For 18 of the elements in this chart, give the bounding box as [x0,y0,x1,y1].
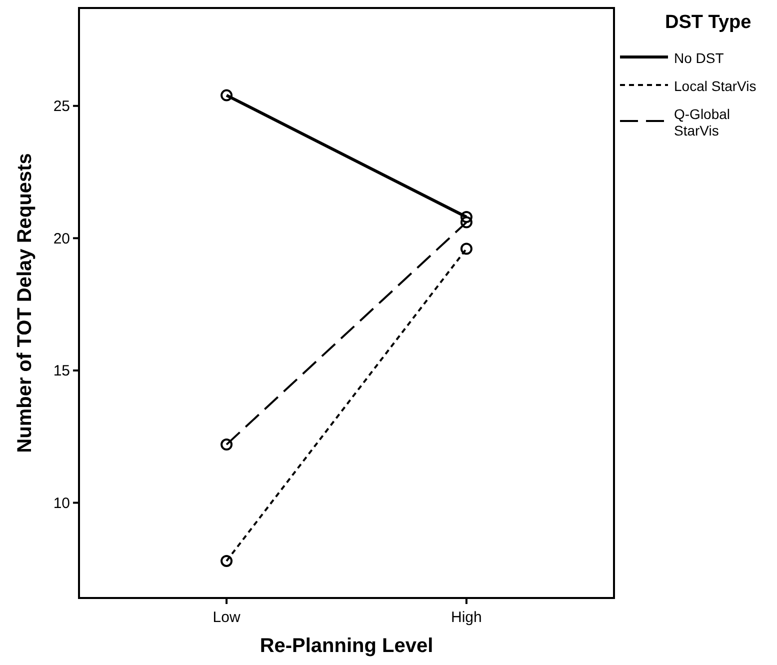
legend-label: Q-Global StarVis [674,106,730,139]
point [220,89,233,102]
y-tick-label: 20 [53,230,70,248]
x-tick-label: High [451,609,482,626]
y-axis-title: Number of TOT Delay Requests [14,153,36,453]
legend-label: No DST [674,50,724,66]
point [460,211,472,224]
legend-title: DST Type [665,12,752,33]
point [460,216,472,228]
point [460,242,472,255]
y-tick-label: 15 [53,362,70,380]
x-tick-label: Low [212,609,240,626]
y-tick-label: 25 [53,98,70,116]
point [220,554,233,567]
point [220,438,233,451]
legend-label: Local StarVis [674,78,756,94]
x-axis-title: Re-Planning Level [260,635,434,657]
y-tick-label: 10 [53,495,70,512]
